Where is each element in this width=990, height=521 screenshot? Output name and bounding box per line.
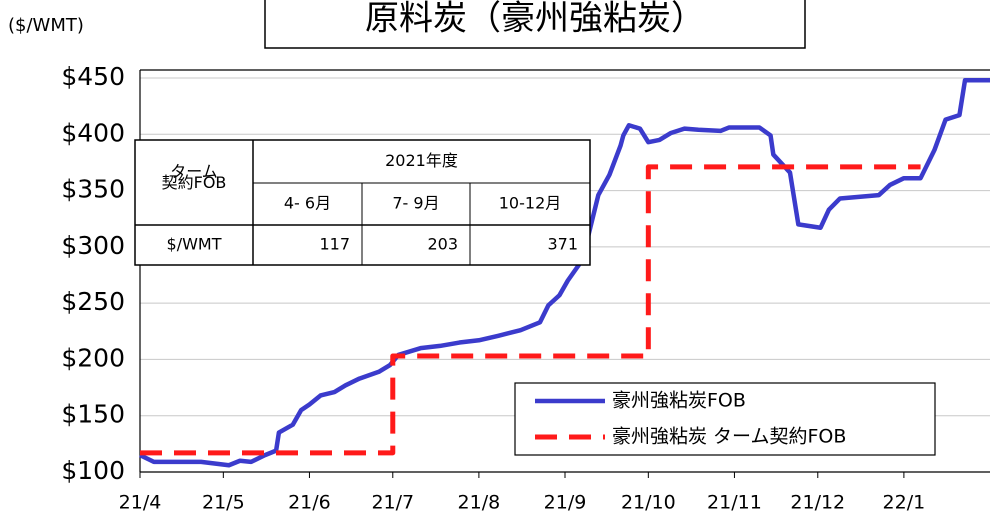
x-tick-label: 21/7 bbox=[371, 492, 414, 514]
legend-label: 豪州強粘炭 ターム契約FOB bbox=[612, 426, 846, 448]
x-tick-label: 21/4 bbox=[119, 492, 162, 514]
line-series bbox=[140, 164, 921, 456]
table-value: 117 bbox=[319, 235, 350, 254]
y-tick-label: $400 bbox=[61, 118, 125, 147]
x-tick-label: 21/6 bbox=[288, 492, 331, 514]
y-tick-label: $200 bbox=[61, 343, 125, 372]
table-value: 371 bbox=[547, 235, 578, 254]
y-tick-label: $250 bbox=[61, 287, 125, 316]
y-tick-label: $150 bbox=[61, 400, 125, 429]
x-tick-label: 21/8 bbox=[458, 492, 501, 514]
table-row-label: $/WMT bbox=[167, 235, 222, 254]
y-tick-label: $450 bbox=[61, 62, 125, 91]
x-tick-label: 21/10 bbox=[621, 492, 676, 514]
title-box bbox=[264, 0, 806, 49]
x-tick-label: 21/11 bbox=[707, 492, 762, 514]
x-tick-label: 21/12 bbox=[790, 492, 845, 514]
table-column: 4- 6月 bbox=[284, 194, 331, 213]
y-tick-label: $350 bbox=[61, 175, 125, 204]
table-column: 10-12月 bbox=[499, 194, 562, 213]
legend-label: 豪州強粘炭FOB bbox=[612, 390, 746, 412]
chart-title: 原料炭（豪州強粘炭） bbox=[365, 0, 705, 39]
x-tick-label: 21/5 bbox=[202, 492, 245, 514]
table-group: 2021年度 bbox=[385, 151, 458, 170]
legend-box bbox=[514, 382, 936, 456]
table-corner: ターム契約FOB bbox=[162, 162, 227, 192]
table-column: 7- 9月 bbox=[392, 194, 439, 213]
table-value: 203 bbox=[427, 235, 458, 254]
y-unit: ($/WMT) bbox=[8, 15, 84, 36]
x-tick-label: 21/9 bbox=[544, 492, 587, 514]
y-tick-label: $300 bbox=[61, 231, 125, 260]
x-tick-label: 22/1 bbox=[883, 492, 926, 514]
y-tick-label: $100 bbox=[61, 456, 125, 485]
